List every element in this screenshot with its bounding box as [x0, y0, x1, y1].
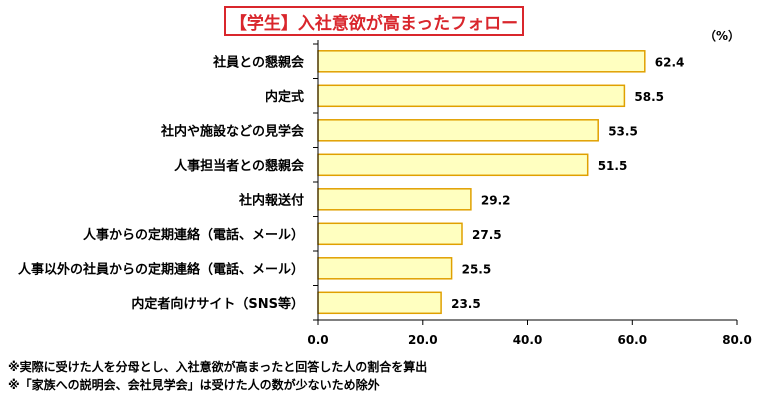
- value-label-1: 58.5: [634, 90, 664, 104]
- value-label-2: 53.5: [608, 124, 638, 138]
- category-label-3: 人事担当者との懇親会: [174, 158, 305, 174]
- bar-0: [317, 50, 646, 73]
- value-label-0: 62.4: [655, 55, 685, 69]
- footnotes: ※実際に受けた人を分母とし、入社意欲が高まったと回答した人の割合を算出 ※「家族…: [8, 358, 427, 394]
- footnote-2: ※「家族への説明会、会社見学会」は受けた人の数が少ないため除外: [8, 378, 380, 392]
- x-tick-label-4: 80.0: [722, 333, 752, 347]
- bar-6: [317, 257, 453, 280]
- unit-label: （%）: [704, 29, 741, 43]
- bar-4: [317, 188, 472, 211]
- value-label-7: 23.5: [451, 297, 481, 311]
- bar-3: [317, 153, 589, 177]
- chart-title: 【学生】入社意欲が高まったフォロー: [224, 6, 524, 36]
- x-tick-label-3: 60.0: [617, 333, 647, 347]
- value-label-6: 25.5: [462, 262, 492, 276]
- value-label-3: 51.5: [598, 159, 628, 173]
- value-label-4: 29.2: [481, 193, 511, 207]
- category-label-0: 社員との懇親会: [212, 54, 305, 70]
- bar-1: [317, 84, 626, 108]
- category-label-7: 内定者向けサイト（SNS等）: [131, 296, 304, 312]
- x-tick-label-0: 0.0: [307, 333, 328, 347]
- value-label-5: 27.5: [472, 228, 502, 242]
- bar-5: [317, 222, 463, 246]
- bar-2: [317, 119, 599, 142]
- category-label-2: 社内や施設などの見学会: [160, 123, 305, 139]
- x-tick-label-2: 40.0: [513, 333, 543, 347]
- category-label-6: 人事以外の社員からの定期連絡（電話、メール）: [18, 261, 304, 277]
- category-label-1: 内定式: [265, 89, 304, 105]
- x-tick-label-1: 20.0: [408, 333, 438, 347]
- bar-7: [317, 291, 442, 315]
- category-label-4: 社内報送付: [238, 192, 304, 208]
- footnote-1: ※実際に受けた人を分母とし、入社意欲が高まったと回答した人の割合を算出: [8, 360, 428, 374]
- category-label-5: 人事からの定期連絡（電話、メール）: [83, 227, 304, 243]
